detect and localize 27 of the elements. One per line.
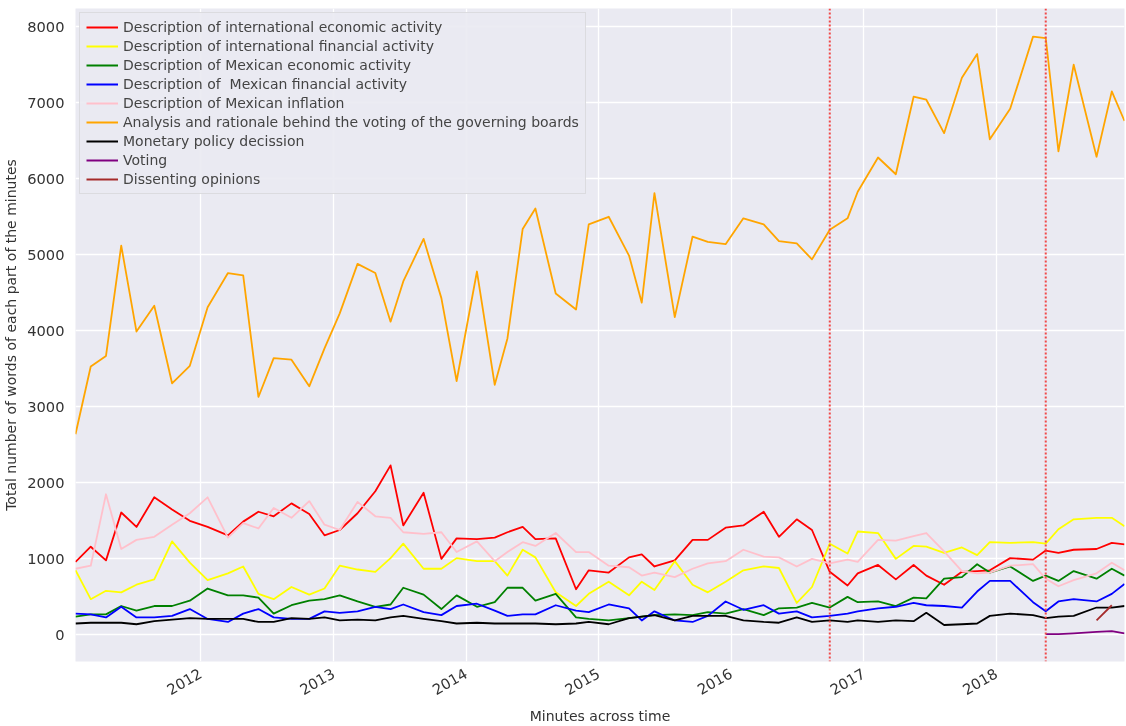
x-axis-title: Minutes across time xyxy=(529,707,671,724)
y-axis-title: Total number of words of each part of the minutes xyxy=(3,159,20,512)
line-series xyxy=(75,464,1125,591)
legend-label: Description of international economic activity xyxy=(123,19,443,35)
legend-label: Voting xyxy=(123,152,168,168)
y-tick-label: 1000 xyxy=(27,549,65,567)
line-series xyxy=(75,605,1125,626)
legend-label: Dissenting opinions xyxy=(123,171,261,187)
line-series xyxy=(75,516,1125,607)
y-tick-label: 3000 xyxy=(27,397,65,415)
legend-label: Description of international financial activity xyxy=(123,38,434,54)
y-tick-label: 0 xyxy=(55,625,65,643)
legend-label: Analysis and rationale behind the voting of the governing boards xyxy=(123,114,579,130)
y-tick-label: 4000 xyxy=(27,321,65,339)
legend-label: Description of Mexican financial activity xyxy=(123,76,408,92)
y-tick-label: 6000 xyxy=(27,169,65,187)
line-series xyxy=(75,35,1125,436)
legend-label: Monetary policy decission xyxy=(123,133,305,149)
y-tick-label: 5000 xyxy=(27,245,65,263)
y-tick-label: 8000 xyxy=(27,17,65,35)
y-tick-label: 7000 xyxy=(27,93,65,111)
legend-label: Description of Mexican inflation xyxy=(123,95,345,111)
line-series xyxy=(75,580,1125,623)
y-tick-label: 2000 xyxy=(27,473,65,491)
line-series xyxy=(75,493,1125,588)
legend-label: Description of Mexican economic activity xyxy=(123,57,411,73)
line-series xyxy=(75,563,1125,622)
